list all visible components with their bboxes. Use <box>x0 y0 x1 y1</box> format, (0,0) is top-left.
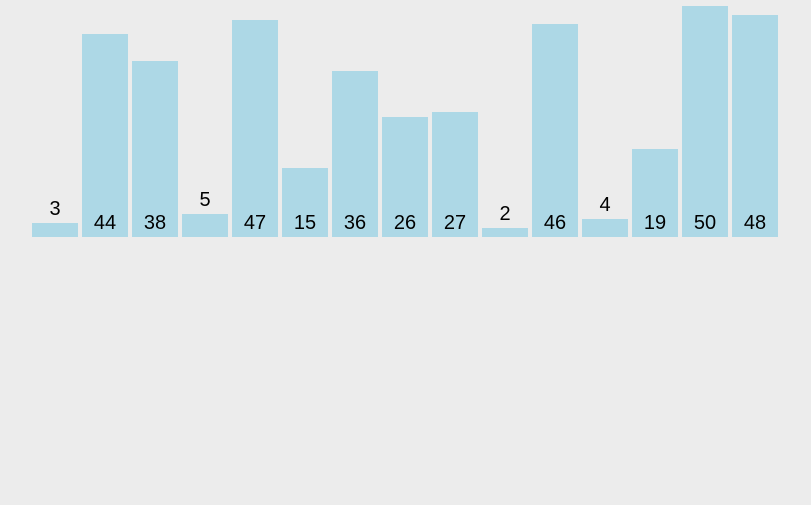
bar <box>132 61 178 237</box>
bar-value-label: 5 <box>199 189 211 211</box>
bar-value-label: 27 <box>443 212 467 234</box>
bar-value-label: 19 <box>643 212 667 234</box>
bar <box>82 34 128 237</box>
bar <box>682 6 728 237</box>
bar <box>182 214 228 237</box>
bar-value-label: 2 <box>499 203 511 225</box>
bar-value-label: 15 <box>293 212 317 234</box>
bar <box>282 168 328 237</box>
bar-value-label: 4 <box>599 194 611 216</box>
bar <box>482 228 528 237</box>
bar-value-label: 3 <box>49 198 61 220</box>
bar <box>532 24 578 237</box>
bar-value-label: 47 <box>243 212 267 234</box>
bar-value-label: 26 <box>393 212 417 234</box>
bar-value-label: 38 <box>143 212 167 234</box>
bar-value-label: 48 <box>743 212 767 234</box>
bar-value-label: 50 <box>693 212 717 234</box>
bar <box>232 20 278 237</box>
bar <box>332 71 378 237</box>
bar <box>432 112 478 237</box>
bar <box>582 219 628 237</box>
bar <box>632 149 678 237</box>
bar-value-label: 46 <box>543 212 567 234</box>
bar <box>32 223 78 237</box>
bar <box>732 15 778 237</box>
bar <box>382 117 428 237</box>
bar-value-label: 36 <box>343 212 367 234</box>
bar-value-label: 44 <box>93 212 117 234</box>
